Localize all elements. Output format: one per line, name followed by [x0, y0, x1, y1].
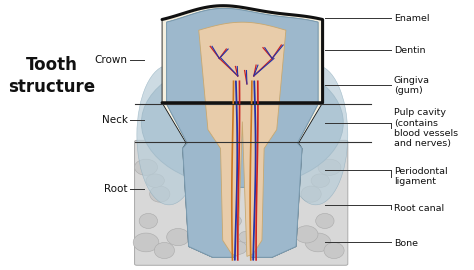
Ellipse shape: [239, 231, 255, 243]
Text: Neck: Neck: [102, 115, 128, 125]
Polygon shape: [162, 6, 323, 257]
Text: Tooth
structure: Tooth structure: [9, 56, 96, 96]
Ellipse shape: [324, 242, 344, 259]
Text: Root canal: Root canal: [394, 204, 444, 213]
Ellipse shape: [150, 186, 170, 202]
Polygon shape: [199, 22, 286, 256]
Ellipse shape: [301, 186, 321, 202]
Ellipse shape: [167, 228, 190, 246]
Ellipse shape: [305, 233, 331, 252]
Ellipse shape: [133, 233, 159, 252]
Ellipse shape: [139, 213, 157, 228]
Polygon shape: [167, 8, 318, 257]
Text: Enamel: Enamel: [394, 14, 429, 23]
Ellipse shape: [154, 144, 174, 158]
Ellipse shape: [228, 241, 247, 255]
Ellipse shape: [154, 242, 174, 259]
Text: Gingiva
(gum): Gingiva (gum): [394, 76, 429, 95]
Polygon shape: [167, 8, 318, 257]
Ellipse shape: [146, 174, 164, 187]
Text: Periodontal
ligament: Periodontal ligament: [394, 167, 447, 186]
Ellipse shape: [308, 144, 328, 158]
Ellipse shape: [295, 226, 318, 243]
Ellipse shape: [225, 215, 241, 227]
FancyBboxPatch shape: [135, 140, 348, 265]
Text: Root: Root: [104, 184, 128, 194]
Ellipse shape: [135, 159, 157, 175]
Ellipse shape: [316, 213, 334, 228]
Ellipse shape: [318, 159, 341, 175]
Ellipse shape: [311, 174, 329, 187]
Text: Dentin: Dentin: [394, 46, 425, 55]
Ellipse shape: [141, 58, 343, 187]
Text: Pulp cavity
(contains
blood vessels
and nerves): Pulp cavity (contains blood vessels and …: [394, 108, 458, 148]
Text: Crown: Crown: [95, 55, 128, 65]
Text: Bone: Bone: [394, 239, 418, 248]
Ellipse shape: [137, 65, 201, 205]
Ellipse shape: [283, 65, 348, 205]
